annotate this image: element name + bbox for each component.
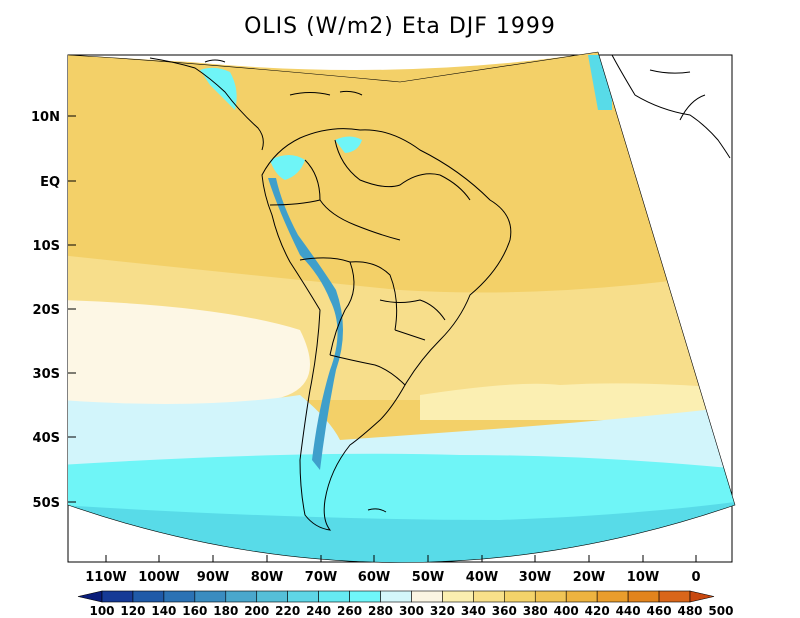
- lon-label-100w: 100W: [138, 570, 179, 585]
- lon-label-60w: 60W: [358, 570, 390, 585]
- colorbar-swatch: [658, 590, 691, 603]
- colorbar-label: 500: [708, 604, 733, 618]
- colorbar-swatch: [287, 590, 319, 603]
- colorbar-label: 200: [244, 604, 269, 618]
- lon-label-50w: 50W: [412, 570, 444, 585]
- colorbar-swatch: [534, 590, 567, 603]
- olis-field: [68, 52, 735, 563]
- latitude-axis: 10N EQ 10S 20S 30S 40S 50S: [31, 110, 76, 511]
- colorbar-swatch: [442, 590, 474, 603]
- colorbar: 100 120 140 160 180 200 220 240 260 280 300 320 340 3…: [77, 590, 733, 618]
- colorbar-label: 220: [275, 604, 300, 618]
- colorbar-arrow-low: [77, 590, 103, 603]
- lat-label-30s: 30S: [33, 367, 60, 382]
- colorbar-label: 140: [151, 604, 176, 618]
- lon-label-10w: 10W: [627, 570, 659, 585]
- colorbar-label: 100: [89, 604, 114, 618]
- colorbar-swatch: [504, 590, 536, 603]
- domain-outline: [67, 51, 736, 563]
- colorbar-swatch: [194, 590, 227, 603]
- lon-label-20w: 20W: [573, 570, 605, 585]
- colorbar-label: 400: [554, 604, 579, 618]
- colorbar-label: 180: [213, 604, 238, 618]
- lon-label-110w: 110W: [85, 570, 126, 585]
- lon-label-90w: 90W: [197, 570, 229, 585]
- lat-label-40s: 40S: [33, 431, 60, 446]
- map-title: OLIS (W/m2) Eta DJF 1999: [244, 14, 556, 39]
- lon-label-30w: 30W: [519, 570, 551, 585]
- lon-label-70w: 70W: [305, 570, 337, 585]
- colorbar-label: 340: [461, 604, 486, 618]
- colorbar-swatch: [225, 590, 258, 603]
- colorbar-label: 360: [492, 604, 517, 618]
- colorbar-label: 420: [585, 604, 610, 618]
- lon-label-80w: 80W: [251, 570, 283, 585]
- lat-label-10s: 10S: [33, 239, 60, 254]
- coastlines: [149, 54, 731, 531]
- colorbar-label: 300: [399, 604, 424, 618]
- longitude-axis: 110W 100W 90W 80W 70W 60W 50W 40W 30W 20…: [85, 555, 701, 585]
- colorbar-label: 260: [337, 604, 362, 618]
- colorbar-swatch: [318, 590, 350, 603]
- colorbar-swatch: [132, 590, 165, 603]
- lat-label-eq: EQ: [40, 175, 60, 190]
- colorbar-swatch: [163, 590, 196, 603]
- colorbar-label: 440: [616, 604, 641, 618]
- lat-label-10n: 10N: [31, 110, 60, 125]
- lon-label-0: 0: [691, 570, 700, 585]
- colorbar-swatch: [256, 590, 288, 603]
- colorbar-swatch: [380, 590, 412, 603]
- colorbar-label: 240: [306, 604, 331, 618]
- colorbar-label: 320: [430, 604, 455, 618]
- lat-label-20s: 20S: [33, 303, 60, 318]
- colorbar-label: 460: [647, 604, 672, 618]
- colorbar-swatch: [473, 590, 505, 603]
- colorbar-swatch: [565, 590, 598, 603]
- colorbar-label: 280: [368, 604, 393, 618]
- colorbar-label: 160: [182, 604, 207, 618]
- colorbar-label: 480: [677, 604, 702, 618]
- lon-label-40w: 40W: [466, 570, 498, 585]
- colorbar-swatch: [101, 590, 134, 603]
- colorbar-label: 120: [120, 604, 145, 618]
- colorbar-label: 380: [523, 604, 548, 618]
- colorbar-swatch: [627, 590, 660, 603]
- colorbar-swatch: [596, 590, 629, 603]
- colorbar-swatch: [411, 590, 443, 603]
- lat-label-50s: 50S: [33, 496, 60, 511]
- colorbar-swatch: [349, 590, 381, 603]
- colorbar-arrow-high: [689, 590, 715, 603]
